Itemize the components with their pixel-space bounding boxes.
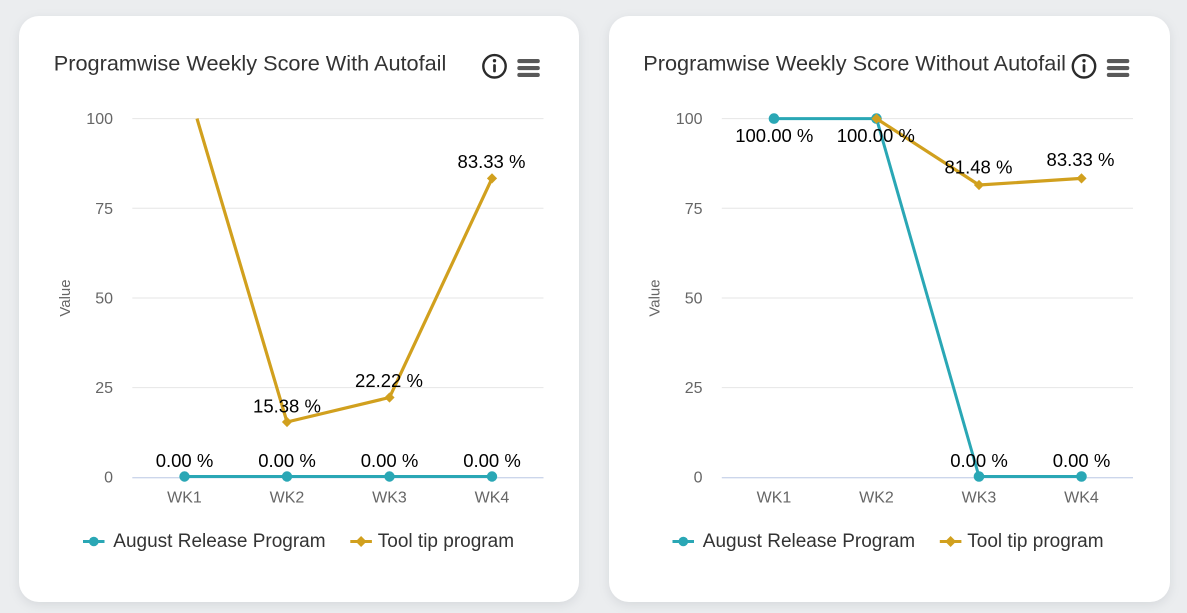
svg-text:50: 50 xyxy=(685,291,703,308)
svg-text:WK1: WK1 xyxy=(167,490,202,507)
svg-text:25: 25 xyxy=(685,380,703,397)
svg-text:Value: Value xyxy=(646,279,663,316)
svg-text:50: 50 xyxy=(95,291,113,308)
svg-text:15.38 %: 15.38 % xyxy=(253,396,321,417)
svg-text:75: 75 xyxy=(685,201,703,218)
svg-text:Value: Value xyxy=(57,279,74,316)
svg-text:WK1: WK1 xyxy=(757,490,792,507)
svg-text:Tool tip program: Tool tip program xyxy=(378,531,514,552)
svg-text:0: 0 xyxy=(694,470,703,487)
svg-text:0.00 %: 0.00 % xyxy=(156,450,214,471)
svg-text:0: 0 xyxy=(104,470,113,487)
svg-text:81.48 %: 81.48 % xyxy=(945,156,1013,177)
svg-text:100.00 %: 100.00 % xyxy=(837,125,915,146)
svg-text:August Release Program: August Release Program xyxy=(113,531,325,552)
svg-text:WK2: WK2 xyxy=(859,490,894,507)
svg-text:0.00 %: 0.00 % xyxy=(258,450,316,471)
svg-text:Programwise Weekly Score With: Programwise Weekly Score With Autofail xyxy=(54,50,447,75)
svg-text:100.00 %: 100.00 % xyxy=(735,125,813,146)
svg-text:0.00 %: 0.00 % xyxy=(361,450,419,471)
svg-text:WK3: WK3 xyxy=(372,490,407,507)
svg-text:25: 25 xyxy=(95,380,113,397)
svg-text:WK2: WK2 xyxy=(270,490,305,507)
svg-text:22.22 %: 22.22 % xyxy=(355,370,423,391)
svg-text:83.33 %: 83.33 % xyxy=(1047,149,1115,170)
svg-text:WK4: WK4 xyxy=(1064,490,1099,507)
svg-text:WK3: WK3 xyxy=(962,490,997,507)
svg-text:August Release Program: August Release Program xyxy=(703,531,915,552)
svg-text:0.00 %: 0.00 % xyxy=(1053,450,1111,471)
svg-text:Tool tip program: Tool tip program xyxy=(967,531,1103,552)
svg-text:100: 100 xyxy=(86,111,113,128)
svg-text:100: 100 xyxy=(676,111,703,128)
svg-text:WK4: WK4 xyxy=(475,490,510,507)
svg-text:75: 75 xyxy=(95,201,113,218)
svg-text:0.00 %: 0.00 % xyxy=(950,450,1008,471)
svg-text:Programwise Weekly Score Witho: Programwise Weekly Score Without Autofai… xyxy=(643,50,1066,75)
svg-text:83.33 %: 83.33 % xyxy=(458,151,526,172)
svg-text:0.00 %: 0.00 % xyxy=(463,450,521,471)
